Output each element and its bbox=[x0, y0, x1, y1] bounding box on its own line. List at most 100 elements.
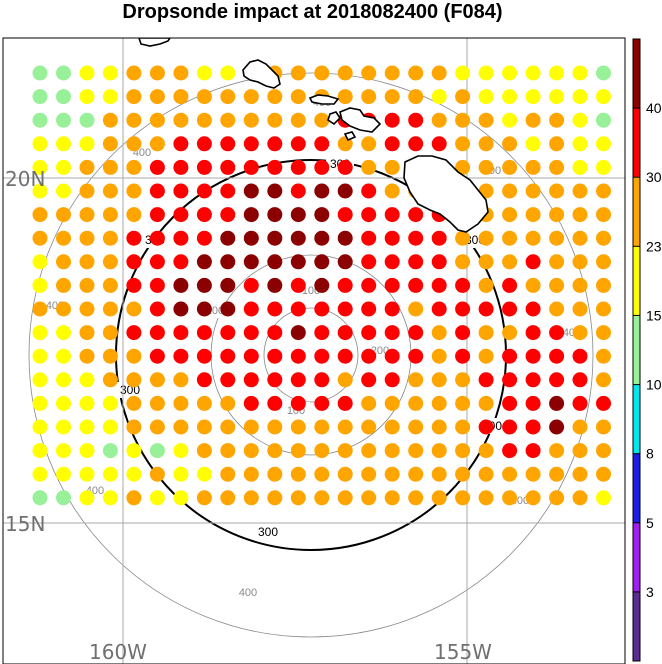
impact-dot bbox=[384, 183, 400, 199]
impact-dot bbox=[455, 348, 471, 364]
impact-dot bbox=[314, 136, 330, 152]
impact-dot bbox=[126, 159, 142, 175]
impact-dot bbox=[525, 301, 541, 317]
impact-dot bbox=[384, 136, 400, 152]
island-kauai bbox=[138, 38, 171, 47]
impact-dot bbox=[337, 183, 353, 199]
impact-dot bbox=[549, 89, 565, 105]
impact-dot bbox=[32, 301, 48, 317]
impact-dot bbox=[79, 419, 95, 435]
impact-dot bbox=[32, 443, 48, 459]
impact-dot bbox=[455, 159, 471, 175]
impact-dot bbox=[56, 301, 71, 317]
impact-dot bbox=[149, 159, 165, 175]
impact-dot bbox=[361, 136, 377, 152]
impact-dot bbox=[173, 277, 189, 293]
impact-dot bbox=[408, 112, 424, 128]
impact-dot bbox=[267, 159, 283, 175]
colorbar-tick-label: 3 bbox=[646, 584, 654, 600]
colorbar-bin bbox=[633, 39, 640, 109]
impact-dot bbox=[79, 372, 95, 388]
impact-dot bbox=[79, 65, 95, 81]
impact-dot bbox=[525, 230, 541, 246]
impact-dot bbox=[337, 490, 353, 506]
impact-dot bbox=[173, 301, 189, 317]
island-hawaii bbox=[403, 155, 489, 233]
colorbar-bin bbox=[633, 315, 640, 385]
impact-dot bbox=[314, 301, 330, 317]
impact-dot bbox=[596, 136, 611, 152]
lat-label-15n: 15N bbox=[5, 512, 45, 536]
impact-dot bbox=[220, 112, 236, 128]
impact-dot bbox=[267, 136, 283, 152]
impact-dot bbox=[243, 490, 259, 506]
impact-dot bbox=[79, 183, 95, 199]
impact-dots bbox=[32, 65, 611, 506]
impact-dot bbox=[149, 466, 165, 482]
impact-dot bbox=[455, 325, 471, 341]
impact-dot bbox=[32, 372, 48, 388]
impact-dot bbox=[126, 372, 142, 388]
impact-dot bbox=[220, 372, 236, 388]
impact-dot bbox=[431, 112, 447, 128]
impact-dot bbox=[314, 65, 330, 81]
impact-dot bbox=[478, 65, 494, 81]
impact-dot bbox=[243, 254, 259, 270]
impact-dot bbox=[243, 159, 259, 175]
impact-dot bbox=[337, 65, 353, 81]
impact-dot bbox=[361, 325, 377, 341]
colorbar-bin bbox=[633, 591, 640, 661]
impact-dot bbox=[596, 466, 611, 482]
impact-dot bbox=[243, 207, 259, 223]
impact-dot bbox=[290, 183, 306, 199]
impact-dot bbox=[243, 419, 259, 435]
impact-dot bbox=[455, 301, 471, 317]
impact-dot bbox=[32, 490, 48, 506]
impact-dot bbox=[314, 490, 330, 506]
impact-dot bbox=[220, 254, 236, 270]
impact-dot bbox=[337, 301, 353, 317]
impact-dot bbox=[149, 183, 165, 199]
impact-dot bbox=[149, 395, 165, 411]
impact-dot bbox=[596, 395, 611, 411]
impact-dot bbox=[56, 230, 71, 246]
impact-dot bbox=[126, 65, 142, 81]
impact-dot bbox=[549, 136, 565, 152]
colorbar-tick-label: 15 bbox=[646, 307, 662, 323]
impact-dot bbox=[596, 89, 611, 105]
impact-dot bbox=[79, 348, 95, 364]
impact-dot bbox=[314, 466, 330, 482]
impact-dot bbox=[549, 65, 565, 81]
impact-dot bbox=[32, 230, 48, 246]
impact-dot bbox=[173, 254, 189, 270]
impact-dot bbox=[102, 65, 118, 81]
colorbar-bin bbox=[633, 384, 640, 454]
impact-dot bbox=[502, 136, 518, 152]
impact-dot bbox=[149, 301, 165, 317]
impact-dot bbox=[126, 348, 142, 364]
impact-dot bbox=[102, 89, 118, 105]
impact-dot bbox=[290, 207, 306, 223]
impact-dot bbox=[314, 348, 330, 364]
impact-dot bbox=[220, 325, 236, 341]
impact-dot bbox=[173, 419, 189, 435]
impact-dot bbox=[79, 159, 95, 175]
impact-dot bbox=[149, 112, 165, 128]
impact-dot bbox=[173, 348, 189, 364]
impact-dot bbox=[196, 136, 212, 152]
impact-dot bbox=[408, 65, 424, 81]
impact-dot bbox=[525, 325, 541, 341]
impact-dot bbox=[32, 277, 48, 293]
impact-dot bbox=[102, 301, 118, 317]
impact-dot bbox=[384, 325, 400, 341]
impact-dot bbox=[126, 301, 142, 317]
impact-dot bbox=[79, 301, 95, 317]
impact-dot bbox=[455, 89, 471, 105]
impact-dot bbox=[267, 112, 283, 128]
impact-dot bbox=[572, 419, 588, 435]
impact-dot bbox=[431, 348, 447, 364]
impact-dot bbox=[596, 230, 611, 246]
impact-dot bbox=[408, 372, 424, 388]
impact-dot bbox=[478, 419, 494, 435]
impact-dot bbox=[243, 325, 259, 341]
